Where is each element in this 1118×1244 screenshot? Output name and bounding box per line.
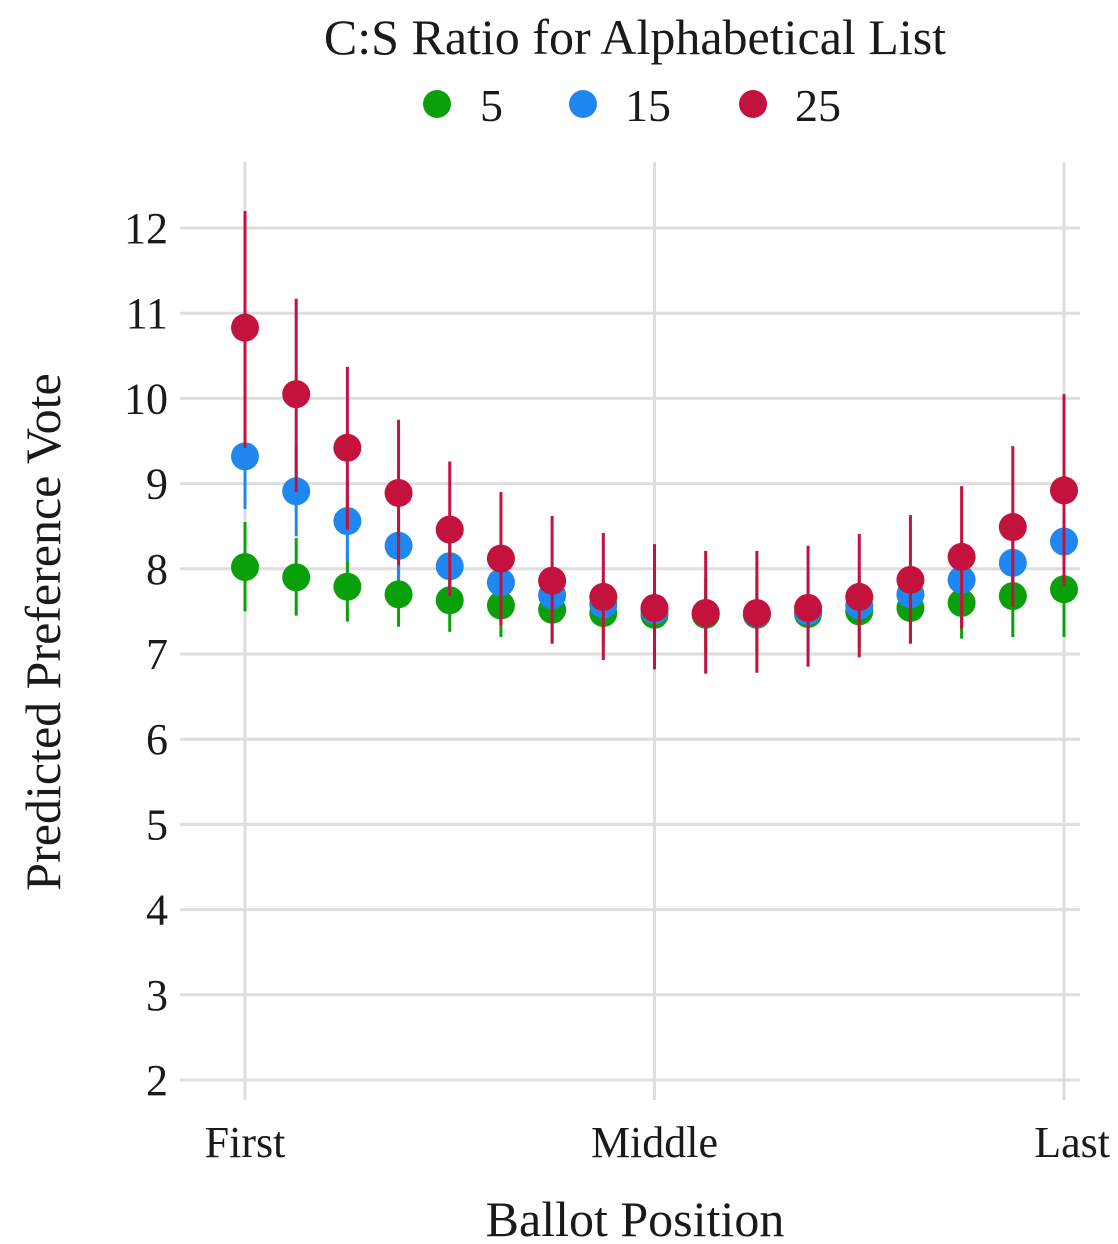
data-point [742,599,771,628]
legend-label: 5 [480,80,503,131]
legend-label: 15 [625,80,671,131]
data-point [282,563,311,592]
y-tick-label: 5 [146,800,168,849]
y-tick-label: 7 [146,630,168,679]
data-point [896,565,925,594]
data-point [333,572,362,601]
legend: 5 15 25 [423,80,841,131]
data-point [794,593,823,622]
y-tick-label: 3 [146,971,168,1020]
data-point [845,582,874,611]
x-axis-ticks: First Middle Last [205,1118,1110,1167]
legend-swatch [739,90,767,118]
legend-label: 25 [795,80,841,131]
y-tick-label: 2 [146,1056,168,1105]
data-point [691,599,720,628]
y-tick-label: 9 [146,460,168,509]
data-point [384,580,413,609]
data-point [486,544,515,573]
y-tick-label: 11 [126,289,168,338]
legend-swatch [569,90,597,118]
legend-swatch [423,90,451,118]
data-point [384,478,413,507]
data-point [231,553,259,582]
data-point [435,515,464,544]
data-point [589,582,618,611]
legend-title: C:S Ratio for Alphabetical List [324,9,946,65]
y-axis-title: Predicted Preference Vote [15,373,71,890]
y-tick-label: 4 [146,886,168,935]
y-tick-label: 10 [124,374,168,423]
x-tick-label: Last [1034,1118,1110,1167]
data-point [231,442,259,471]
data-point [998,513,1027,542]
x-axis-title: Ballot Position [486,1191,785,1244]
data-point [640,593,669,622]
y-tick-label: 8 [146,545,168,594]
y-tick-label: 12 [124,204,168,253]
data-point [538,566,567,595]
data-point [231,313,259,342]
y-axis-ticks: 2 3 4 5 6 7 8 9 10 11 12 [124,204,168,1105]
grid [180,162,1080,1100]
data-point [1050,476,1078,505]
y-tick-label: 6 [146,715,168,764]
data-point [333,433,362,462]
data-point [1050,575,1078,604]
data-point [435,586,464,615]
data-point [282,380,311,409]
plot-area [231,210,1078,674]
data-point [947,542,976,571]
x-tick-label: Middle [591,1118,718,1167]
series-25 [231,210,1078,674]
x-tick-label: First [205,1118,286,1167]
